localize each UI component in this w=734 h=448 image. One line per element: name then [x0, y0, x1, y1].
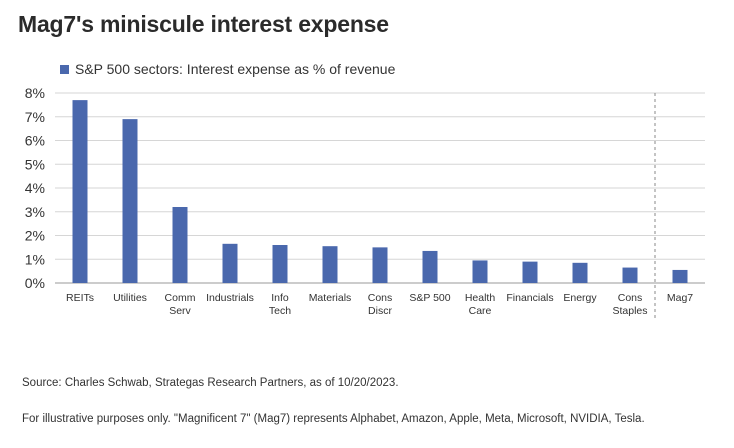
bar: [322, 246, 338, 283]
x-category-label: S&P 500: [409, 292, 450, 304]
x-category-label: Mag7: [667, 292, 693, 304]
y-tick-label: 2%: [25, 228, 45, 244]
x-category-label: Cons Discr: [368, 292, 393, 317]
legend-label: S&P 500 sectors: Interest expense as % o…: [75, 61, 396, 77]
bar: [472, 260, 488, 283]
x-category-label: REITs: [66, 292, 94, 304]
bar: [272, 245, 288, 283]
bar: [122, 119, 138, 283]
bar: [72, 100, 88, 283]
bar: [422, 250, 438, 283]
gridlines: [55, 92, 705, 318]
disclaimer-note: For illustrative purposes only. "Magnifi…: [22, 413, 645, 425]
bar: [172, 207, 188, 283]
y-tick-label: 3%: [25, 204, 45, 220]
source-note: Source: Charles Schwab, Strategas Resear…: [22, 377, 399, 389]
x-category-label: Financials: [506, 292, 553, 304]
bar: [372, 247, 388, 283]
y-tick-label: 5%: [25, 156, 45, 172]
bar: [222, 243, 238, 283]
y-tick-label: 0%: [25, 275, 45, 291]
x-category-label: Cons Staples: [612, 292, 647, 317]
x-category-label: Utilities: [113, 292, 147, 304]
bar: [672, 269, 688, 283]
y-tick-label: 8%: [25, 85, 45, 101]
x-category-label: Health Care: [465, 292, 496, 317]
chart-title: Mag7's miniscule interest expense: [18, 11, 389, 37]
bar: [622, 267, 638, 283]
y-tick-label: 7%: [25, 109, 45, 125]
legend-swatch: [60, 64, 69, 74]
x-category-label: Industrials: [206, 292, 254, 304]
bar: [522, 261, 538, 283]
x-category-label: Info Tech: [269, 292, 291, 317]
x-category-label: Comm Serv: [165, 292, 196, 317]
legend: S&P 500 sectors: Interest expense as % o…: [60, 61, 395, 77]
x-category-label: Materials: [309, 292, 352, 304]
x-axis-labels: REITs Utilities Comm Serv Industrials Info Tec…: [66, 292, 693, 317]
bars: [72, 100, 688, 283]
y-tick-label: 4%: [25, 180, 45, 196]
x-category-label: Energy: [563, 292, 597, 304]
y-tick-label: 6%: [25, 133, 45, 149]
bar: [572, 262, 588, 283]
y-tick-label: 1%: [25, 251, 45, 267]
y-axis-ticks: 0% 1% 2% 3% 4% 5% 6% 7% 8%: [25, 85, 45, 291]
